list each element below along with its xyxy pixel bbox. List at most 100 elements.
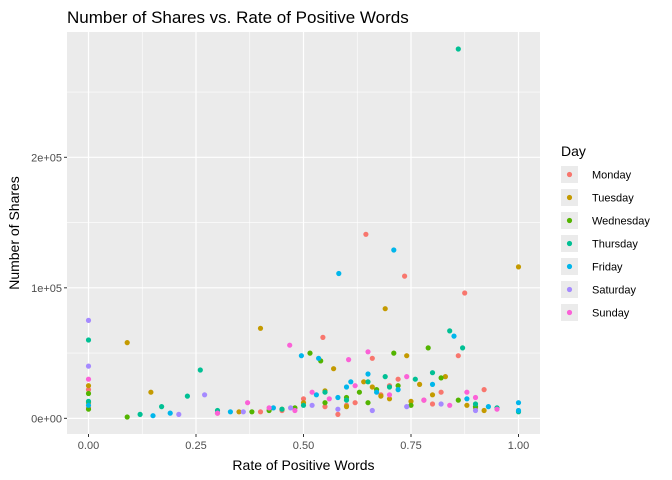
data-point: [464, 396, 470, 402]
data-point: [85, 383, 92, 389]
data-point: [391, 350, 397, 356]
data-point: [515, 264, 522, 270]
data-point: [429, 381, 436, 387]
data-point: [404, 404, 410, 410]
data-point: [481, 407, 487, 414]
legend-item: Monday: [561, 166, 632, 183]
data-point: [316, 355, 322, 361]
data-point: [438, 401, 444, 407]
data-point: [395, 387, 401, 393]
legend-item: Tuesday: [561, 189, 634, 206]
legend-label: Saturday: [592, 285, 637, 297]
legend-marker: [566, 286, 573, 293]
data-point: [438, 375, 444, 381]
data-point: [386, 392, 393, 398]
data-point: [322, 400, 328, 406]
data-point: [365, 379, 371, 385]
data-point: [447, 402, 453, 408]
data-point: [270, 405, 276, 411]
data-point: [240, 409, 246, 415]
data-point: [202, 392, 208, 398]
legend-label: Monday: [592, 170, 632, 182]
data-point: [288, 405, 294, 411]
data-point: [309, 402, 315, 408]
data-point: [346, 357, 352, 363]
data-point: [472, 407, 479, 414]
data-point: [464, 402, 470, 408]
series-friday: [85, 247, 522, 419]
data-point: [386, 396, 393, 402]
data-point: [365, 400, 371, 406]
legend-label: Thursday: [592, 239, 638, 251]
data-point: [485, 404, 491, 410]
data-point: [287, 342, 293, 348]
data-point: [429, 401, 436, 407]
legend-title: Day: [561, 143, 586, 159]
series-sunday: [85, 342, 500, 416]
y-tick-label: 2e+05: [31, 152, 62, 164]
data-point: [369, 384, 375, 390]
legend-item: Thursday: [561, 235, 638, 252]
chart-title: Number of Shares vs. Rate of Positive Wo…: [67, 8, 409, 27]
data-point: [279, 406, 285, 412]
data-point: [386, 384, 393, 390]
data-point: [408, 398, 414, 404]
data-point: [447, 328, 453, 334]
legend-label: Sunday: [592, 308, 630, 320]
data-point: [455, 353, 461, 359]
data-point: [352, 400, 358, 406]
data-point: [412, 376, 418, 382]
data-point: [322, 389, 328, 395]
data-point: [320, 334, 326, 340]
data-point: [421, 397, 427, 403]
data-point: [356, 389, 362, 395]
legend-marker: [566, 309, 573, 316]
x-tick-label: 0.50: [293, 440, 314, 452]
legend-item: Sunday: [561, 304, 630, 321]
data-point: [137, 411, 143, 417]
data-point: [298, 353, 304, 359]
data-point: [462, 290, 468, 296]
data-point: [85, 390, 92, 397]
data-point: [404, 353, 410, 359]
data-point: [184, 393, 190, 399]
data-point: [429, 370, 436, 376]
data-point: [124, 414, 130, 420]
data-points: [85, 46, 522, 420]
data-point: [335, 406, 341, 412]
x-tick-label: 0.25: [185, 440, 206, 452]
legend-marker: [566, 263, 573, 270]
data-point: [85, 402, 92, 408]
legend-marker: [566, 240, 573, 247]
legend: Day Monday Tuesday Wednesday Thursday Friday…: [561, 143, 650, 321]
major-gridlines: [67, 32, 540, 434]
data-point: [455, 397, 461, 403]
legend-label: Friday: [592, 262, 623, 274]
data-point: [402, 273, 408, 279]
data-point: [85, 317, 92, 323]
data-point: [460, 345, 466, 351]
data-point: [382, 374, 388, 380]
data-point: [442, 374, 448, 380]
x-tick-label: 0.00: [78, 440, 99, 452]
data-point: [515, 407, 522, 414]
data-point: [395, 383, 401, 389]
data-point: [249, 409, 255, 415]
data-point: [343, 404, 350, 410]
legend-item: Friday: [561, 258, 623, 275]
data-point: [159, 404, 165, 410]
legend-label: Wednesday: [592, 216, 650, 228]
data-point: [85, 363, 92, 369]
data-point: [352, 383, 358, 389]
data-point: [85, 387, 92, 393]
plot-panel: [67, 32, 540, 434]
legend-marker: [566, 194, 573, 201]
data-point: [300, 396, 307, 402]
data-point: [85, 406, 92, 412]
data-point: [197, 367, 203, 373]
data-point: [361, 379, 367, 385]
data-point: [257, 409, 264, 415]
data-point: [236, 409, 242, 415]
data-point: [472, 394, 479, 401]
